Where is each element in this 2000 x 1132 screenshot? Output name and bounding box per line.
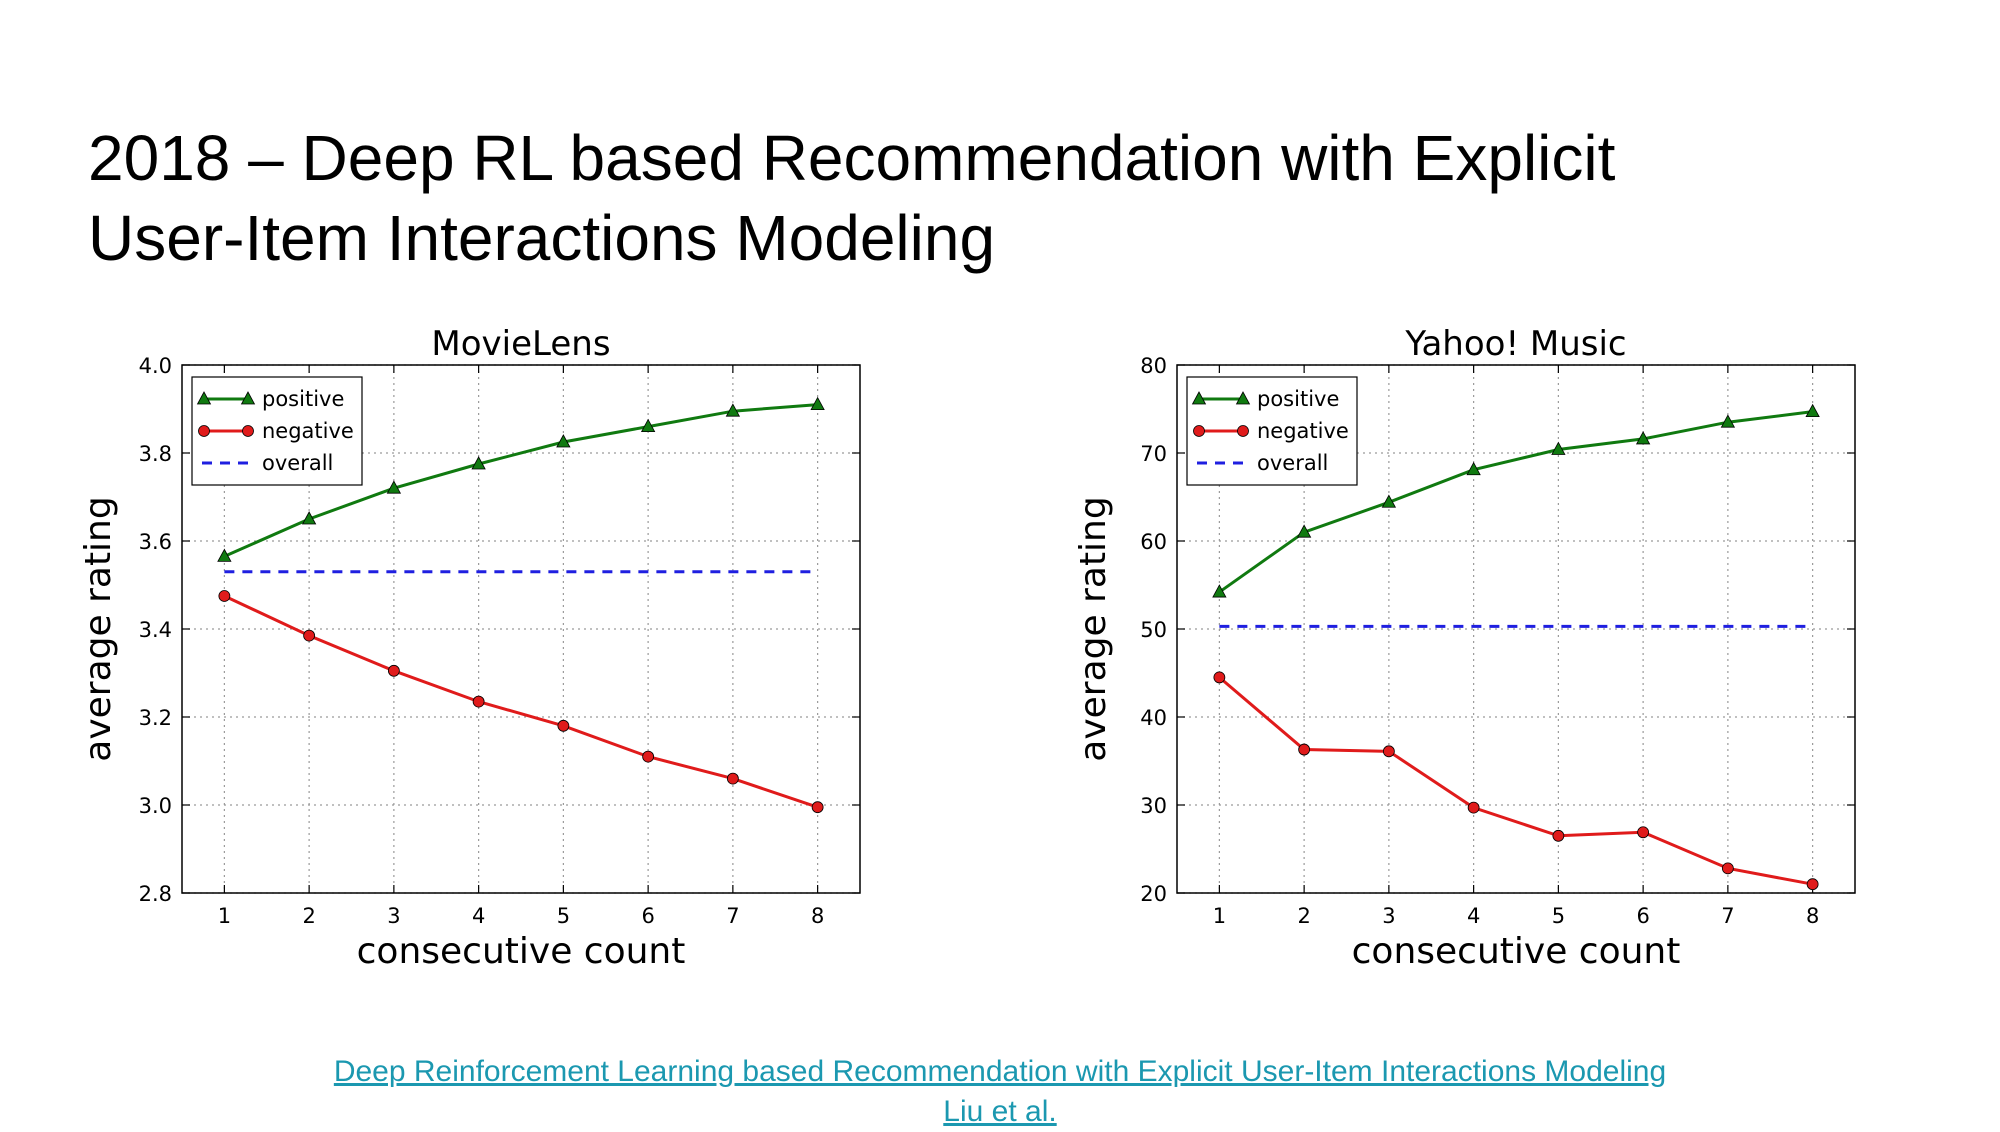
y-tick-label: 80 [1140,354,1167,378]
x-axis-label: consecutive count [1352,931,1681,972]
point-positive [1635,431,1651,445]
point-positive [1720,414,1736,428]
slide-title-line1: 2018 – Deep RL based Recommendation with… [88,122,1616,194]
point-positive [217,548,232,562]
series-line-positive [223,403,818,558]
authors-link[interactable]: Liu et al. [943,1095,1057,1128]
point-positive [1805,403,1820,418]
chart-title: Yahoo! Music [1404,324,1626,364]
legend-marker-negative [1193,425,1205,437]
point-negative [1552,829,1565,842]
y-tick-label: 30 [1140,794,1167,818]
point-positive [1381,494,1397,508]
legend-marker-negative [198,425,210,437]
y-tick-label: 4.0 [139,354,172,378]
x-tick-label: 8 [811,904,824,928]
x-tick-label: 1 [1213,904,1226,928]
slide-title-line2: User-Item Interactions Modeling [88,202,996,274]
point-negative [387,664,400,677]
point-negative [472,695,485,708]
point-positive [1212,584,1227,598]
series-line-negative [1218,676,1813,886]
point-negative [303,629,316,642]
series-line-positive [1218,410,1813,594]
point-positive [471,456,486,470]
slide-title: 2018 – Deep RL based Recommendation with… [88,118,1888,278]
legend-marker-positive [1191,391,1207,405]
x-tick-label: 8 [1806,904,1819,928]
legend-marker-positive [240,391,256,405]
legend-label-positive: positive [262,387,344,411]
x-tick-label: 7 [726,904,739,928]
x-tick-label: 6 [641,904,654,928]
legend-label-overall: overall [262,451,333,475]
point-negative [726,772,739,785]
point-positive [556,434,571,448]
y-tick-label: 3.6 [139,530,172,554]
point-negative [557,719,570,732]
point-negative [1806,878,1819,891]
legend-marker-positive [1235,391,1251,405]
point-negative [1637,826,1650,839]
y-tick-label: 50 [1140,618,1167,642]
x-axis-label: consecutive count [357,931,686,972]
chart-title: MovieLens [431,324,610,364]
x-tick-label: 2 [302,904,315,928]
point-positive [1296,524,1312,538]
y-tick-label: 20 [1140,882,1167,906]
point-positive [725,403,741,417]
y-tick-label: 40 [1140,706,1167,730]
y-tick-label: 3.4 [139,618,172,642]
point-positive [640,418,656,432]
paper-link[interactable]: Deep Reinforcement Learning based Recomm… [333,1055,1667,1088]
legend-marker-negative [1237,425,1249,437]
point-negative [642,750,655,763]
point-positive [1551,441,1566,455]
point-negative [1467,801,1480,814]
yahoo-music-chart: 1 2 3 4 5 6 7 8 20 30 40 50 60 70 80 Yahoo! Music consec… [1073,324,1856,972]
x-tick-label: 1 [218,904,231,928]
point-negative [811,801,824,814]
legend-marker-negative [242,425,254,437]
y-tick-label: 2.8 [139,882,172,906]
y-tick-label: 3.2 [139,706,172,730]
point-positive [1466,461,1481,476]
y-axis-label: average rating [1073,496,1114,761]
point-positive [810,396,825,410]
x-tick-label: 7 [1721,904,1734,928]
legend-label-positive: positive [1257,387,1339,411]
x-tick-label: 4 [1467,904,1480,928]
point-negative [1382,745,1395,758]
movielens-chart: 1 2 3 4 5 6 7 8 2.8 3.0 3.2 3.4 3.6 3.8 4.0 MovieLens co… [78,324,861,972]
x-tick-label: 2 [1297,904,1310,928]
point-positive [301,511,317,525]
x-tick-label: 5 [557,904,570,928]
y-tick-label: 70 [1140,442,1167,466]
series-line-negative [223,594,819,809]
x-tick-label: 5 [1552,904,1565,928]
legend-label-overall: overall [1257,451,1328,475]
point-negative [1298,743,1311,756]
legend-label-negative: negative [262,419,354,443]
x-tick-label: 4 [472,904,485,928]
y-tick-label: 3.8 [139,442,172,466]
y-axis-label: average rating [78,496,119,761]
x-tick-label: 3 [387,904,400,928]
y-tick-label: 3.0 [139,794,172,818]
legend-label-negative: negative [1257,419,1349,443]
legend-marker-positive [196,391,212,405]
point-negative [1213,671,1226,684]
point-positive [386,480,402,494]
point-negative [218,590,231,602]
x-tick-label: 6 [1636,904,1649,928]
point-negative [1721,862,1734,875]
y-tick-label: 60 [1140,530,1167,554]
x-tick-label: 3 [1382,904,1395,928]
